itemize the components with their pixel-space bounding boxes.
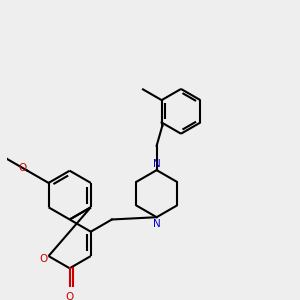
Text: N: N xyxy=(153,159,160,169)
Text: O: O xyxy=(39,254,47,264)
Text: O: O xyxy=(65,292,74,300)
Text: O: O xyxy=(19,163,27,173)
Text: N: N xyxy=(153,218,160,229)
